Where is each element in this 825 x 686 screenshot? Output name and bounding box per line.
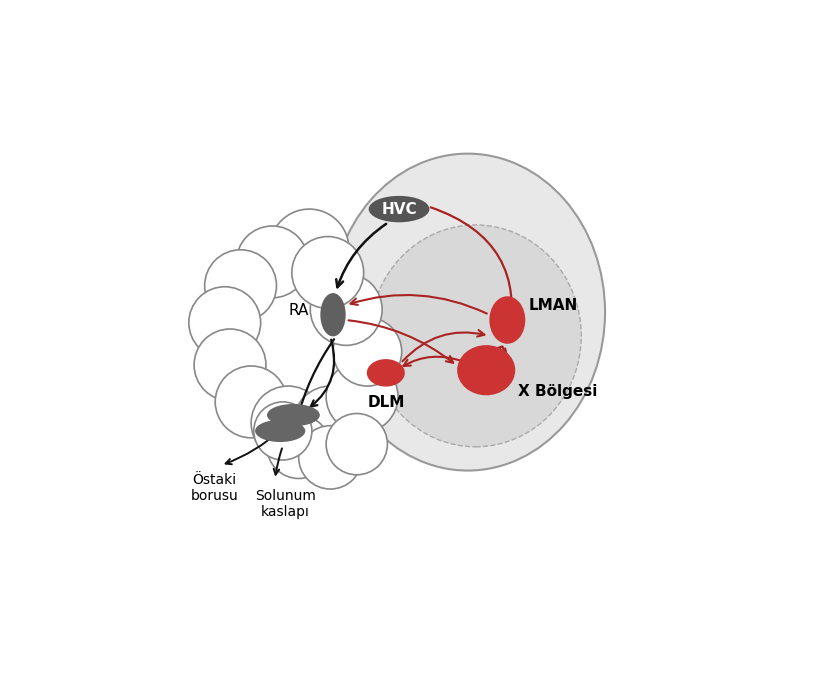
Text: RA: RA (289, 303, 309, 318)
Ellipse shape (255, 420, 305, 442)
FancyArrowPatch shape (351, 295, 487, 314)
Circle shape (254, 402, 312, 460)
Circle shape (333, 318, 402, 386)
Circle shape (215, 366, 287, 438)
FancyArrowPatch shape (226, 430, 280, 464)
Ellipse shape (457, 345, 516, 395)
Circle shape (189, 287, 261, 359)
Circle shape (194, 329, 266, 401)
Ellipse shape (330, 154, 605, 471)
Circle shape (294, 386, 367, 460)
FancyArrowPatch shape (493, 346, 502, 354)
Ellipse shape (370, 225, 582, 447)
FancyArrowPatch shape (500, 346, 507, 356)
Circle shape (326, 361, 398, 433)
FancyArrowPatch shape (295, 339, 334, 420)
FancyArrowPatch shape (431, 207, 513, 340)
Circle shape (251, 386, 325, 460)
FancyArrowPatch shape (403, 330, 484, 362)
Ellipse shape (320, 293, 346, 336)
Text: DLM: DLM (367, 395, 404, 410)
Circle shape (299, 425, 362, 489)
FancyArrowPatch shape (274, 449, 282, 475)
Circle shape (310, 274, 382, 345)
Circle shape (292, 237, 364, 309)
FancyArrowPatch shape (337, 224, 386, 287)
FancyArrowPatch shape (403, 357, 463, 366)
Ellipse shape (367, 359, 405, 387)
Text: Östaki
borusu: Östaki borusu (191, 473, 238, 504)
FancyArrowPatch shape (311, 340, 334, 407)
FancyArrowPatch shape (348, 320, 453, 363)
Text: Solunum
kaslарı: Solunum kaslарı (255, 489, 316, 519)
Ellipse shape (369, 196, 430, 222)
Text: LMAN: LMAN (529, 298, 578, 314)
Ellipse shape (267, 404, 320, 426)
Circle shape (205, 250, 276, 322)
Circle shape (270, 209, 349, 288)
Text: X Bölgesi: X Bölgesi (518, 384, 597, 399)
Text: HVC: HVC (381, 202, 417, 217)
Circle shape (267, 415, 330, 479)
Circle shape (236, 226, 309, 298)
Circle shape (326, 414, 388, 475)
Ellipse shape (489, 296, 526, 344)
